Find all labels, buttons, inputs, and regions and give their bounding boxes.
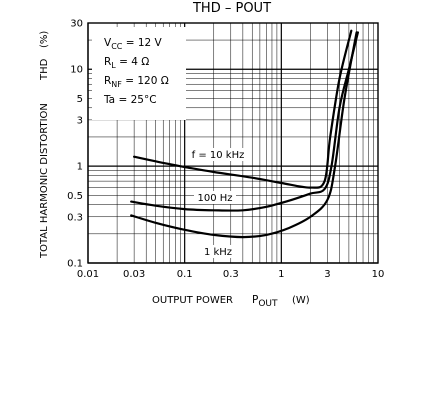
conditions-list: VCC = 12 V RL = 4 Ω RNF = 120 Ω Ta = 25°C [103, 37, 169, 106]
y-axis-label: TOTAL HARMONIC DISTORTION [39, 103, 50, 259]
x-tick-label: 3 [324, 269, 330, 280]
x-tick-label: 0.1 [177, 269, 193, 280]
y-axis-title: TOTAL HARMONIC DISTORTION THD (%) [39, 31, 50, 259]
y-tick-label: 10 [70, 65, 83, 76]
series-line-0 [133, 29, 353, 189]
x-axis-unit: (W) [292, 295, 310, 306]
chart-title: THD – POUT [192, 1, 271, 16]
conditions-box [92, 27, 186, 120]
x-tick-label: 0.01 [77, 269, 99, 280]
series-line-1 [130, 31, 359, 212]
x-tick-label: 1 [278, 269, 284, 280]
y-tick-label: 0.5 [67, 191, 83, 202]
x-tick-label: 10 [372, 269, 385, 280]
condition-vcc: VCC = 12 V [104, 37, 163, 51]
condition-rnf: RNF = 120 Ω [104, 75, 169, 89]
y-axis-unit: (%) [39, 31, 50, 48]
condition-rl: RL = 4 Ω [104, 56, 149, 70]
x-axis-symbol: POUT [252, 294, 278, 309]
y-tick-label: 30 [70, 19, 83, 30]
plot-frame [87, 22, 379, 264]
y-tick-label: 0.3 [67, 212, 83, 223]
annotation-bg [188, 148, 248, 161]
y-tick-label: 1 [77, 162, 83, 173]
y-axis-symbol: THD [39, 58, 50, 81]
annotation-label: 1 kHz [204, 247, 232, 258]
tick-labels: 0.01 0.03 0.1 0.3 1 3 10 0.1 0.3 0.5 1 3 5 10 30 [67, 19, 384, 281]
y-tick-label: 3 [77, 115, 83, 126]
x-tick-label: 0.03 [123, 269, 145, 280]
series-annotations: f = 10 kHz 100 Hz 1 kHz [188, 148, 248, 258]
x-axis-label: OUTPUT POWER [152, 295, 233, 306]
y-tick-label: 0.1 [67, 259, 83, 270]
y-tick-label: 5 [77, 94, 83, 105]
y-axis-title-group: TOTAL HARMONIC DISTORTION THD (%) [39, 31, 50, 259]
series-lines [130, 29, 359, 239]
series-line-2 [130, 31, 358, 239]
annotation-bg [201, 245, 235, 258]
x-axis-title: OUTPUT POWER POUT (W) [152, 294, 310, 309]
annotation-label: f = 10 kHz [192, 150, 245, 161]
x-tick-label: 0.3 [223, 269, 239, 280]
condition-ta: Ta = 25°C [103, 94, 157, 106]
annotation-label: 100 Hz [197, 193, 232, 204]
annotation-bg [194, 191, 236, 204]
